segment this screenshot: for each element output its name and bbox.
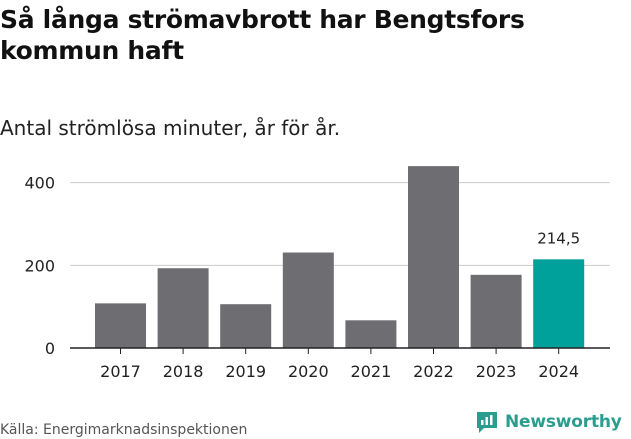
bars [95,166,585,348]
y-axis-ticks: 0 200 400 [24,174,55,358]
y-tick-label: 200 [24,256,55,275]
bar-2017 [95,303,146,348]
bar-2024 [533,259,585,348]
data-label: 214,5 [537,229,580,247]
bar-2021 [345,320,397,348]
source-note: Källa: Energimarknadsinspektionen [0,422,248,438]
bar-2020 [282,252,334,348]
bar-chart: 0 200 400 2017 2018 2019 2020 2021 2022 2023 2024… [24,166,610,381]
x-tick-label-2021: 2021 [351,362,392,381]
x-tick-label-2019: 2019 [225,362,266,381]
chart-title: Så långa strömavbrott har Bengtsfors kom… [0,5,525,65]
bar-2022 [408,166,459,348]
x-tick-label-2024: 2024 [538,362,579,381]
bar-2018 [157,268,209,348]
y-tick-label: 0 [45,339,55,358]
x-tick-label-2022: 2022 [413,362,454,381]
data-labels: 214,5 [537,229,580,247]
y-tick-label: 400 [24,174,55,193]
x-tick-label-2018: 2018 [163,362,204,381]
bar-2023 [470,274,522,348]
x-tick-label-2017: 2017 [100,362,141,381]
brand-name: Newsworthy [505,412,622,432]
chart-subtitle: Antal strömlösa minuter, år för år. [0,116,341,140]
newsworthy-logo: Newsworthy [475,409,622,435]
bar-2019 [220,304,272,348]
gridlines [70,182,610,266]
x-tick-label-2023: 2023 [476,362,517,381]
x-tick-label-2020: 2020 [288,362,329,381]
newsworthy-icon [477,412,497,433]
x-axis-ticks: 2017 2018 2019 2020 2021 2022 2023 2024 [100,348,579,381]
